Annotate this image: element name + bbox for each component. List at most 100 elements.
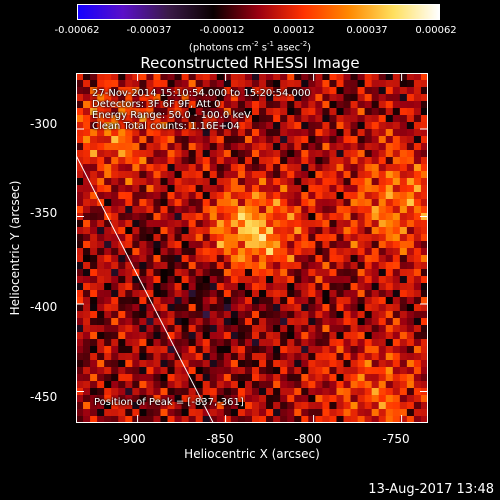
heatmap-cell (125, 360, 133, 368)
heatmap-cell (209, 87, 218, 95)
heatmap-cell (216, 213, 225, 221)
heatmap-cell (244, 262, 253, 270)
heatmap-cell (202, 150, 211, 158)
heatmap-cell (146, 360, 154, 368)
heatmap-cell (364, 269, 372, 277)
heatmap-cell (139, 227, 147, 235)
heatmap-cell (420, 402, 428, 410)
heatmap-cell (181, 409, 189, 417)
heatmap-cell (167, 325, 175, 333)
heatmap-cell (392, 220, 401, 228)
heatmap-cell (322, 87, 330, 95)
heatmap-cell (378, 255, 387, 263)
heatmap-cell (97, 416, 105, 423)
heatmap-cell (294, 346, 302, 354)
heatmap-cell (104, 136, 112, 144)
heatmap-cell (118, 367, 126, 375)
heatmap-cell (111, 388, 119, 396)
heatmap-cell (111, 164, 119, 172)
heatmap-cell (139, 374, 147, 382)
heatmap-cell (336, 388, 344, 396)
heatmap-cell (132, 199, 140, 207)
heatmap-cell (357, 297, 365, 305)
heatmap-cell (146, 381, 154, 389)
heatmap-cell (350, 409, 358, 417)
heatmap-cell (111, 346, 119, 354)
heatmap-cell (259, 325, 267, 333)
heatmap-cell (308, 339, 316, 347)
heatmap-cell (125, 108, 133, 116)
heatmap-cell (118, 381, 126, 389)
heatmap-cell (315, 108, 323, 116)
heatmap-cell (406, 360, 415, 368)
heatmap-cell (406, 262, 415, 270)
heatmap-cell (399, 129, 408, 137)
heatmap-cell (195, 381, 204, 389)
heatmap-cell (244, 290, 253, 298)
heatmap-cell (252, 360, 260, 368)
heatmap-cell (125, 416, 133, 423)
heatmap-cell (308, 388, 316, 396)
heatmap-cell (371, 241, 380, 249)
heatmap-cell (280, 325, 288, 333)
heatmap-cell (378, 220, 387, 228)
heatmap-cell (406, 290, 415, 298)
heatmap-cell (378, 381, 387, 389)
heatmap-cell (399, 311, 408, 319)
heatmap-cell (181, 122, 189, 130)
heatmap-cell (83, 234, 91, 242)
heatmap-cell (223, 178, 232, 186)
heatmap-cell (174, 94, 182, 102)
heatmap-cell (97, 234, 105, 242)
heatmap-cell (188, 311, 196, 319)
heatmap-cell (301, 367, 309, 375)
heatmap-cell (160, 409, 168, 417)
heatmap-cell (259, 80, 267, 88)
heatmap-cell (259, 199, 267, 207)
heatmap-cell (350, 213, 358, 221)
heatmap-cell (385, 101, 394, 109)
heatmap-cell (301, 353, 309, 361)
heatmap-cell (237, 269, 246, 277)
colorbar-unit-label: (photons cm-2 s-1 asec-2) (188, 40, 312, 54)
heatmap-cell (406, 185, 415, 193)
heatmap-cell (146, 339, 154, 347)
heatmap-cell (399, 122, 408, 130)
heatmap-cell (132, 304, 140, 312)
heatmap-cell (202, 318, 211, 326)
heatmap-cell (273, 395, 281, 403)
heatmap-cell (378, 367, 387, 375)
heatmap-cell (132, 143, 140, 151)
heatmap-cell (280, 255, 288, 263)
heatmap-cell (371, 227, 380, 235)
heatmap-cell (146, 171, 154, 179)
heatmap-cell (294, 262, 302, 270)
heatmap-cell (216, 73, 225, 81)
heatmap-cell (188, 101, 196, 109)
heatmap-cell (153, 409, 161, 417)
heatmap-cell (273, 171, 281, 179)
heatmap-cell (392, 381, 401, 389)
heatmap-cell (118, 332, 126, 340)
heatmap-cell (385, 199, 394, 207)
heatmap-cell (350, 129, 358, 137)
heatmap-cell (266, 339, 274, 347)
heatmap-cell (90, 332, 98, 340)
heatmap-cell (118, 283, 126, 291)
heatmap-cell (139, 304, 147, 312)
heatmap-cell (322, 206, 330, 214)
x-tick-label: -800 (294, 432, 322, 446)
heatmap-cell (336, 171, 344, 179)
heatmap-cell (266, 80, 274, 88)
heatmap-cell (371, 220, 380, 228)
heatmap-cell (329, 122, 337, 130)
heatmap-cell (329, 199, 337, 207)
heatmap-cell (90, 136, 98, 144)
heatmap-cell (322, 255, 330, 263)
heatmap-cell (230, 402, 239, 410)
heatmap-cell (104, 206, 112, 214)
heatmap-cell (259, 220, 267, 228)
heatmap-cell (364, 101, 372, 109)
heatmap-cell (146, 353, 154, 361)
heatmap-cell (216, 311, 225, 319)
